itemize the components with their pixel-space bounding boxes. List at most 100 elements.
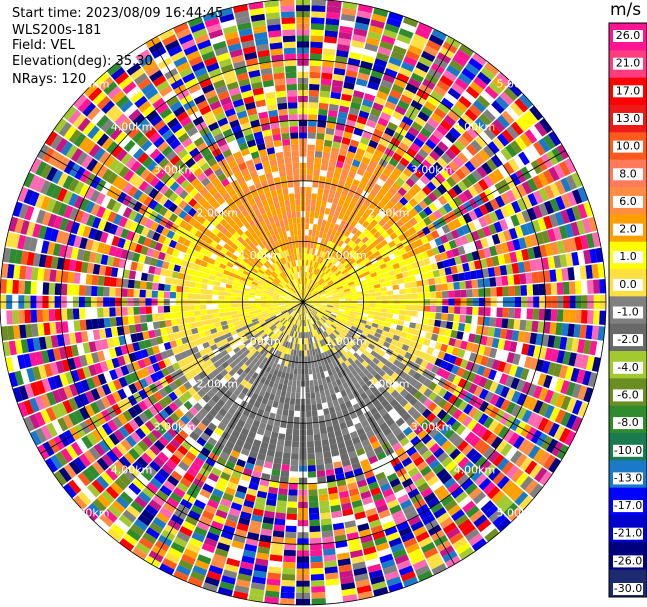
velocity-gate [398,336,406,344]
velocity-gate [413,456,425,467]
velocity-gate [350,308,358,312]
velocity-gate [449,532,464,545]
velocity-gate [304,283,306,290]
velocity-gate [441,152,453,164]
velocity-gate [398,526,412,537]
velocity-gate [335,327,342,334]
velocity-gate [388,157,399,167]
velocity-gate [539,118,553,134]
velocity-gate [521,409,533,423]
velocity-gate [152,321,160,330]
velocity-gate [400,571,416,582]
velocity-gate [326,6,341,14]
velocity-gate [446,176,457,188]
velocity-gate [488,509,503,523]
velocity-gate [523,260,532,273]
velocity-gate [485,257,494,268]
velocity-gate [324,182,331,190]
velocity-gate [400,94,413,105]
velocity-gate [326,425,334,433]
velocity-gate [426,249,435,258]
velocity-gate [121,288,128,297]
velocity-gate [315,145,324,152]
velocity-gate [484,391,495,403]
velocity-gate [449,59,464,72]
velocity-gate [176,311,183,319]
velocity-gate [337,180,346,188]
velocity-gate [411,261,420,269]
velocity-gate [337,441,346,450]
velocity-gate [418,384,428,394]
velocity-gate [338,306,345,310]
velocity-gate [361,360,369,368]
velocity-gate [308,507,320,514]
velocity-gate [394,554,409,565]
velocity-gate [316,313,323,318]
velocity-gate [362,290,370,294]
velocity-gate [371,154,381,164]
velocity-gate [505,203,516,216]
velocity-gate [311,267,315,274]
velocity-gate [370,219,378,228]
velocity-gate [316,313,322,319]
velocity-gate [194,310,201,316]
velocity-gate [328,234,335,242]
velocity-gate [401,412,412,422]
velocity-gate [474,456,487,469]
velocity-gate [371,275,379,282]
velocity-gate [314,385,320,393]
velocity-gate [319,390,326,398]
velocity-gate [381,308,388,313]
velocity-gate [423,492,437,504]
velocity-gate [375,52,390,62]
velocity-gate [373,7,389,18]
velocity-gate [432,431,444,443]
velocity-gate [333,210,340,218]
velocity-gate [356,479,368,488]
velocity-gate [510,214,520,227]
velocity-gate [356,257,363,265]
velocity-gate [520,368,530,381]
velocity-gate [560,411,572,427]
velocity-gate [577,385,588,401]
velocity-gate [314,211,320,219]
velocity-gate [115,287,122,297]
velocity-gate [320,78,332,86]
velocity-gate [543,270,551,283]
velocity-gate [489,198,500,211]
velocity-gate [360,204,368,212]
velocity-gate [401,326,409,333]
velocity-gate [515,453,528,468]
velocity-gate [305,392,311,399]
velocity-gate [462,90,476,104]
velocity-gate [332,258,339,266]
velocity-gate [562,309,570,323]
velocity-gate [396,432,406,442]
velocity-gate [200,309,207,316]
velocity-gate [392,427,403,437]
velocity-gate [321,282,327,288]
velocity-gate [414,153,425,164]
velocity-gate [359,276,366,282]
velocity-gate [344,290,351,295]
velocity-gate [308,278,311,285]
velocity-gate [328,327,334,333]
velocity-gate [344,359,351,367]
velocity-gate [452,375,462,386]
velocity-gate [392,262,400,270]
velocity-gate [335,316,343,321]
velocity-gate [423,196,433,206]
velocity-gate [330,91,342,100]
velocity-gate [465,505,480,518]
velocity-gate [351,462,362,471]
velocity-gate [487,327,496,337]
velocity-gate [489,277,497,287]
velocity-gate [388,344,396,351]
velocity-gate [333,386,340,394]
velocity-gate [342,201,350,209]
velocity-gate [286,507,298,514]
velocity-gate [296,350,300,357]
velocity-gate [319,96,330,104]
velocity-gate [413,381,423,391]
velocity-gate [370,460,381,470]
